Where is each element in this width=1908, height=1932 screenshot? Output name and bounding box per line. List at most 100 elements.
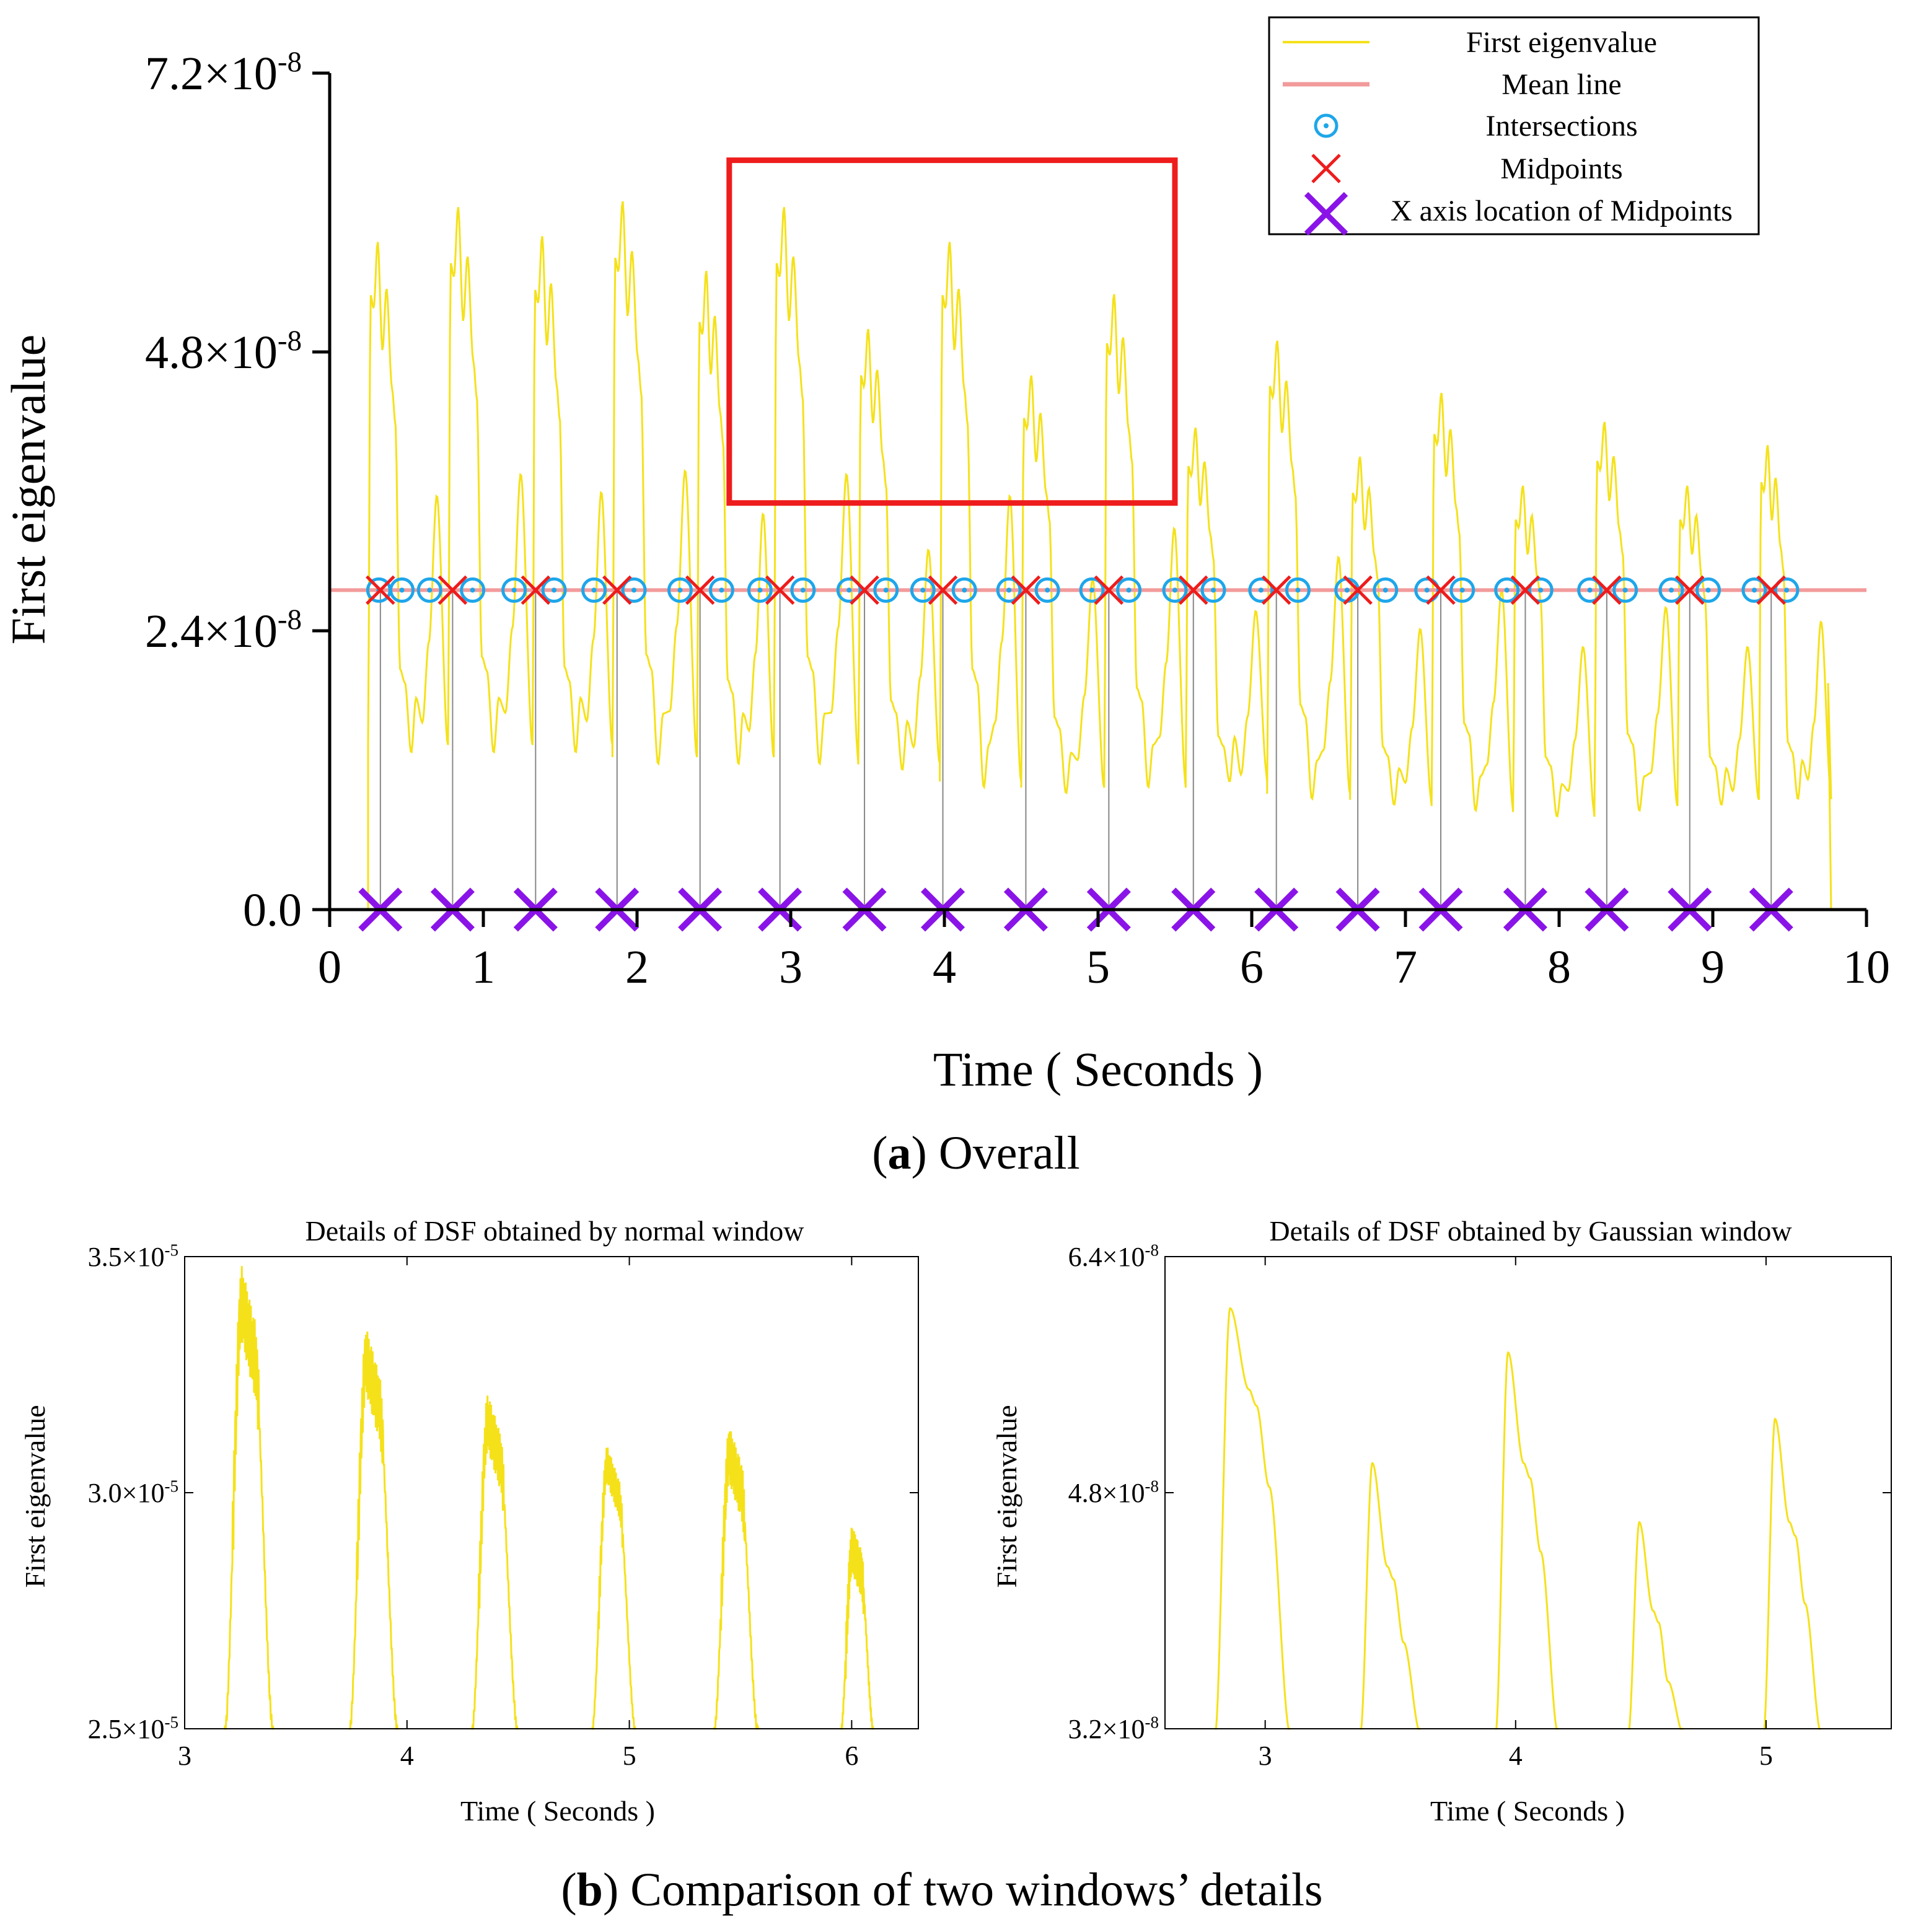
- caption-a-letter: a: [888, 1127, 912, 1179]
- y-tick-exponent: -5: [165, 1240, 179, 1259]
- midpoint-marker: [1011, 575, 1041, 605]
- y-tick-label: 7.2×10-8: [145, 46, 302, 100]
- intersection-ring: [1494, 577, 1520, 603]
- intersection-dot: [1006, 587, 1012, 593]
- intersection-marker: [1658, 577, 1684, 603]
- intersection-dot: [962, 587, 967, 593]
- intersection-ring: [708, 577, 734, 603]
- y-tick-label: 3.2×10-8: [1068, 1713, 1159, 1744]
- y-tick-label: 3.5×10-5: [88, 1240, 178, 1272]
- intersection-ring: [1612, 577, 1638, 603]
- intersection-dot: [920, 587, 926, 593]
- legend-label: First eigenvalue: [1466, 26, 1657, 59]
- legend-label: X axis location of Midpoints: [1391, 195, 1733, 227]
- x-tick-label: 0: [318, 941, 341, 993]
- y-tick-mantissa: 3.5×10: [88, 1242, 165, 1272]
- intersection-ring: [460, 577, 486, 603]
- intersection-marker: [389, 577, 415, 603]
- midpoint-marker: [850, 575, 879, 605]
- intersection-marker: [416, 577, 442, 603]
- y-tick-label: 3.0×10-5: [88, 1477, 178, 1508]
- intersection-marker: [747, 577, 773, 603]
- intersection-ring: [621, 577, 647, 603]
- midpoint-marker: [1094, 575, 1124, 605]
- midpoint-marker: [765, 575, 795, 605]
- signal-burst: [1360, 1462, 1421, 1730]
- intersection-ring: [1414, 577, 1440, 603]
- intersection-ring: [1373, 577, 1399, 603]
- intersection-marker: [996, 577, 1022, 603]
- intersection-dot: [846, 587, 852, 593]
- intersection-marker: [460, 577, 486, 603]
- signal-burst: [840, 1527, 874, 1730]
- intersection-ring: [416, 577, 442, 603]
- caption-b: (b) Comparison of two windows’ details: [561, 1864, 1322, 1916]
- intersection-ring: [1285, 577, 1311, 603]
- y-tick-exponent: -8: [278, 325, 302, 357]
- signal-burst: [1215, 1307, 1291, 1730]
- x-tick-label: 6: [845, 1741, 858, 1771]
- intersection-marker: [1695, 577, 1721, 603]
- intersection-ring: [873, 577, 899, 603]
- y-tick-exponent: -5: [165, 1713, 179, 1731]
- intersection-ring: [1449, 577, 1475, 603]
- intersection-marker: [1414, 577, 1440, 603]
- intersection-marker: [790, 577, 816, 603]
- plot-frame: [1164, 1256, 1892, 1729]
- y-tick-mantissa: 4.8×10: [1068, 1478, 1145, 1508]
- intersection-ring: [790, 577, 816, 603]
- midpoint-marker: [1756, 575, 1787, 605]
- intersection-marker: [1449, 577, 1475, 603]
- axes: 3 4 5 62.5×10-53.0×10-53.5×10-5: [88, 1240, 919, 1771]
- x-tick-label: 4: [1509, 1741, 1523, 1771]
- intersection-dot: [1344, 587, 1350, 593]
- midpoint-marker: [1178, 575, 1208, 605]
- intersection-dot: [1784, 587, 1790, 593]
- intersection-dot: [757, 587, 763, 593]
- intersection-ring: [1116, 577, 1142, 603]
- signal-burst: [713, 1431, 760, 1730]
- intersection-dot: [1459, 587, 1465, 593]
- intersection-ring: [501, 577, 527, 603]
- intersection-dot: [800, 587, 806, 593]
- y-tick-mantissa: 3.2×10: [1068, 1714, 1145, 1744]
- intersection-marker: [667, 577, 693, 603]
- x-tick-label: 3: [1259, 1741, 1272, 1771]
- intersection-marker: [1528, 577, 1554, 603]
- x-axis-label: Time ( Seconds ): [933, 1042, 1263, 1096]
- midpoint-stroke: [1343, 575, 1373, 605]
- intersection-dot: [511, 587, 517, 593]
- midpoint-stroke: [1426, 575, 1456, 605]
- intersection-ring: [1079, 577, 1105, 603]
- intersection-ring: [1162, 577, 1188, 603]
- x-tick-label: 3: [779, 941, 802, 993]
- y-tick-label: 2.4×10-8: [145, 604, 302, 657]
- intersection-dot: [1172, 587, 1177, 593]
- intersection-marker: [1162, 577, 1188, 603]
- x-tick-label: 6: [1240, 941, 1264, 993]
- x-tick-label: 7: [1394, 941, 1417, 993]
- midpoint-stroke: [765, 575, 795, 605]
- y-tick-exponent: -5: [165, 1477, 179, 1495]
- midpoint-marker: [685, 575, 715, 605]
- signal-layer: [330, 201, 1866, 911]
- x-tick-label: 5: [1086, 941, 1110, 993]
- intersection-dot: [883, 587, 889, 593]
- intersection-ring: [541, 577, 567, 603]
- caption-a-text: Overall: [927, 1127, 1080, 1179]
- intersection-marker: [501, 577, 527, 603]
- intersection-marker: [951, 577, 977, 603]
- y-tick-exponent: -8: [1145, 1477, 1159, 1495]
- midpoint-marker: [437, 575, 468, 605]
- x-axis-label: Time ( Seconds ): [1430, 1795, 1625, 1827]
- intersection-marker: [541, 577, 567, 603]
- signal-burst: [470, 1395, 519, 1730]
- signal-burst: [1763, 1417, 1821, 1730]
- intersection-dot: [677, 587, 683, 593]
- signal-burst: [1495, 1351, 1558, 1730]
- intersection-dot: [1383, 587, 1388, 593]
- intersection-dot: [1622, 587, 1628, 593]
- intersection-ring: [1034, 577, 1060, 603]
- intersection-marker: [836, 577, 862, 603]
- x-tick-label: 1: [472, 941, 495, 993]
